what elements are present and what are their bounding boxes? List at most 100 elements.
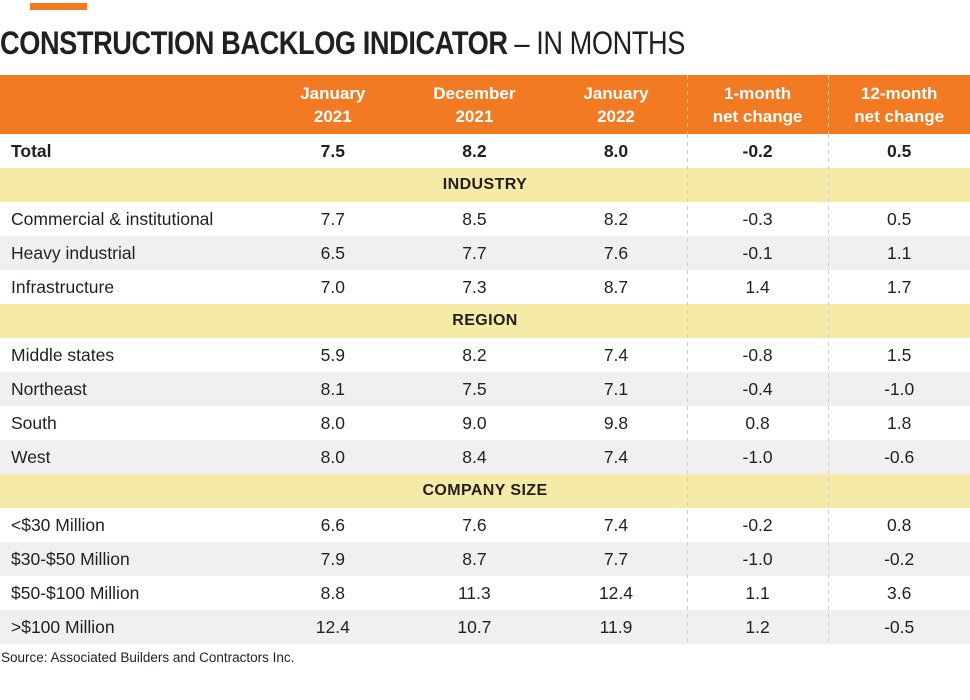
cell-value: -0.1 [742,242,773,263]
table-row-under-30-million: <$30 Million 6.6 7.6 7.4 -0.2 0.8 [0,508,970,542]
cell-value: 0.5 [887,208,912,229]
header-empty-cell [0,75,262,134]
cell-value: -0.2 [884,548,915,569]
section-band-region: REGION [0,304,970,338]
header-line: December [433,83,516,103]
row-label: >$100 Million [11,616,115,637]
cell-value: -0.4 [742,378,773,399]
cell-value: 1.1 [887,242,912,263]
title-main: CONSTRUCTION BACKLOG INDICATOR [0,25,508,61]
section-title: REGION [452,312,518,329]
cell-value: -0.2 [742,140,773,161]
row-label: $50-$100 Million [11,582,140,603]
cell-value: -0.8 [742,344,773,365]
row-label: Infrastructure [11,276,115,297]
cell-value: 8.7 [462,548,487,569]
cell-value: 8.0 [603,140,629,161]
header-col-january-2022: January 2022 [545,75,687,134]
cell-value: 8.4 [462,446,487,467]
row-label: Northeast [11,378,87,399]
cell-value: 1.8 [887,412,912,433]
cell-value: 7.0 [320,276,345,297]
table-row-commercial-institutional: Commercial & institutional 7.7 8.5 8.2 -… [0,202,970,236]
cell-value: 1.1 [745,582,770,603]
cell-value: 11.9 [599,616,633,637]
header-col-12-month-net-change: 12-month net change [828,75,970,134]
table-header-row: January 2021 December 2021 January 2022 … [0,75,970,134]
table-row-50-100-million: $50-$100 Million 8.8 11.3 12.4 1.1 3.6 [0,576,970,610]
section-band-company-size: COMPANY SIZE [0,474,970,508]
table-row-west: West 8.0 8.4 7.4 -1.0 -0.6 [0,440,970,474]
header-line: 2021 [313,106,352,126]
header-line: net change [854,106,945,126]
orange-kicker-dash [30,3,87,10]
row-label: Middle states [11,344,115,365]
cell-value: 1.4 [745,276,770,297]
cell-value: -0.3 [742,208,773,229]
title-suffix: – IN MONTHS [514,25,685,61]
cell-value: 3.6 [887,582,912,603]
cell-value: 8.0 [320,412,345,433]
cell-value: 1.5 [887,344,912,365]
cell-value: 8.7 [603,276,629,297]
row-label: Total [11,140,52,161]
cell-value: 1.7 [887,276,912,297]
cell-value: 7.4 [603,446,629,467]
cell-value: 6.6 [320,514,345,535]
cell-value: 7.9 [320,548,345,569]
cell-value: 10.7 [457,616,492,637]
section-title: COMPANY SIZE [422,482,548,499]
cell-value: 8.2 [462,344,487,365]
table-row-northeast: Northeast 8.1 7.5 7.1 -0.4 -1.0 [0,372,970,406]
cell-value: 8.1 [320,378,345,399]
header-line: 2022 [597,106,635,126]
cell-value: -1.0 [742,548,773,569]
section-band-industry: INDUSTRY [0,168,970,202]
cell-value: 7.4 [603,344,629,365]
cell-value: -1.0 [742,446,773,467]
cell-value: 0.5 [887,140,912,161]
row-label: West [11,446,51,467]
cell-value: 9.0 [462,412,487,433]
table-row-total: Total 7.5 8.2 8.0 -0.2 0.5 [0,134,970,168]
header-line: net change [712,106,803,126]
cell-value: 8.5 [462,208,487,229]
table-row-infrastructure: Infrastructure 7.0 7.3 8.7 1.4 1.7 [0,270,970,304]
header-line: 2021 [455,106,494,126]
header-col-1-month-net-change: 1-month net change [687,75,829,134]
row-label: South [11,412,57,433]
table-row-30-50-million: $30-$50 Million 7.9 8.7 7.7 -1.0 -0.2 [0,542,970,576]
cell-value: 7.5 [462,378,487,399]
table-row-south: South 8.0 9.0 9.8 0.8 1.8 [0,406,970,440]
cell-value: 7.7 [462,242,487,263]
source-note: Source: Associated Builders and Contract… [1,650,295,665]
cell-value: 7.6 [603,242,629,263]
cell-value: 9.8 [603,412,629,433]
cell-value: 5.9 [320,344,345,365]
table-row-over-100-million: >$100 Million 12.4 10.7 11.9 1.2 -0.5 [0,610,970,644]
header-line: 1-month [724,83,792,103]
cell-value: 7.7 [320,208,345,229]
cell-value: -1.0 [884,378,915,399]
cell-value: 12.4 [598,582,634,603]
header-col-december-2021: December 2021 [404,75,546,134]
cell-value: 8.0 [320,446,345,467]
cell-value: 8.2 [603,208,629,229]
row-label: Heavy industrial [11,242,136,263]
table-row-heavy-industrial: Heavy industrial 6.5 7.7 7.6 -0.1 1.1 [0,236,970,270]
cell-value: 0.8 [745,412,770,433]
cell-value: 0.8 [887,514,912,535]
cell-value: 7.5 [320,140,345,161]
section-title: INDUSTRY [442,176,528,193]
header-line: 12-month [860,83,938,103]
cell-value: 12.4 [315,616,350,637]
cell-value: 7.3 [462,276,487,297]
row-label: <$30 Million [11,514,105,535]
cell-value: 6.5 [320,242,345,263]
table-row-middle-states: Middle states 5.9 8.2 7.4 -0.8 1.5 [0,338,970,372]
cell-value: 1.2 [745,616,770,637]
header-line: January [300,83,366,103]
cell-value: 8.8 [320,582,345,603]
cell-value: -0.2 [742,514,773,535]
